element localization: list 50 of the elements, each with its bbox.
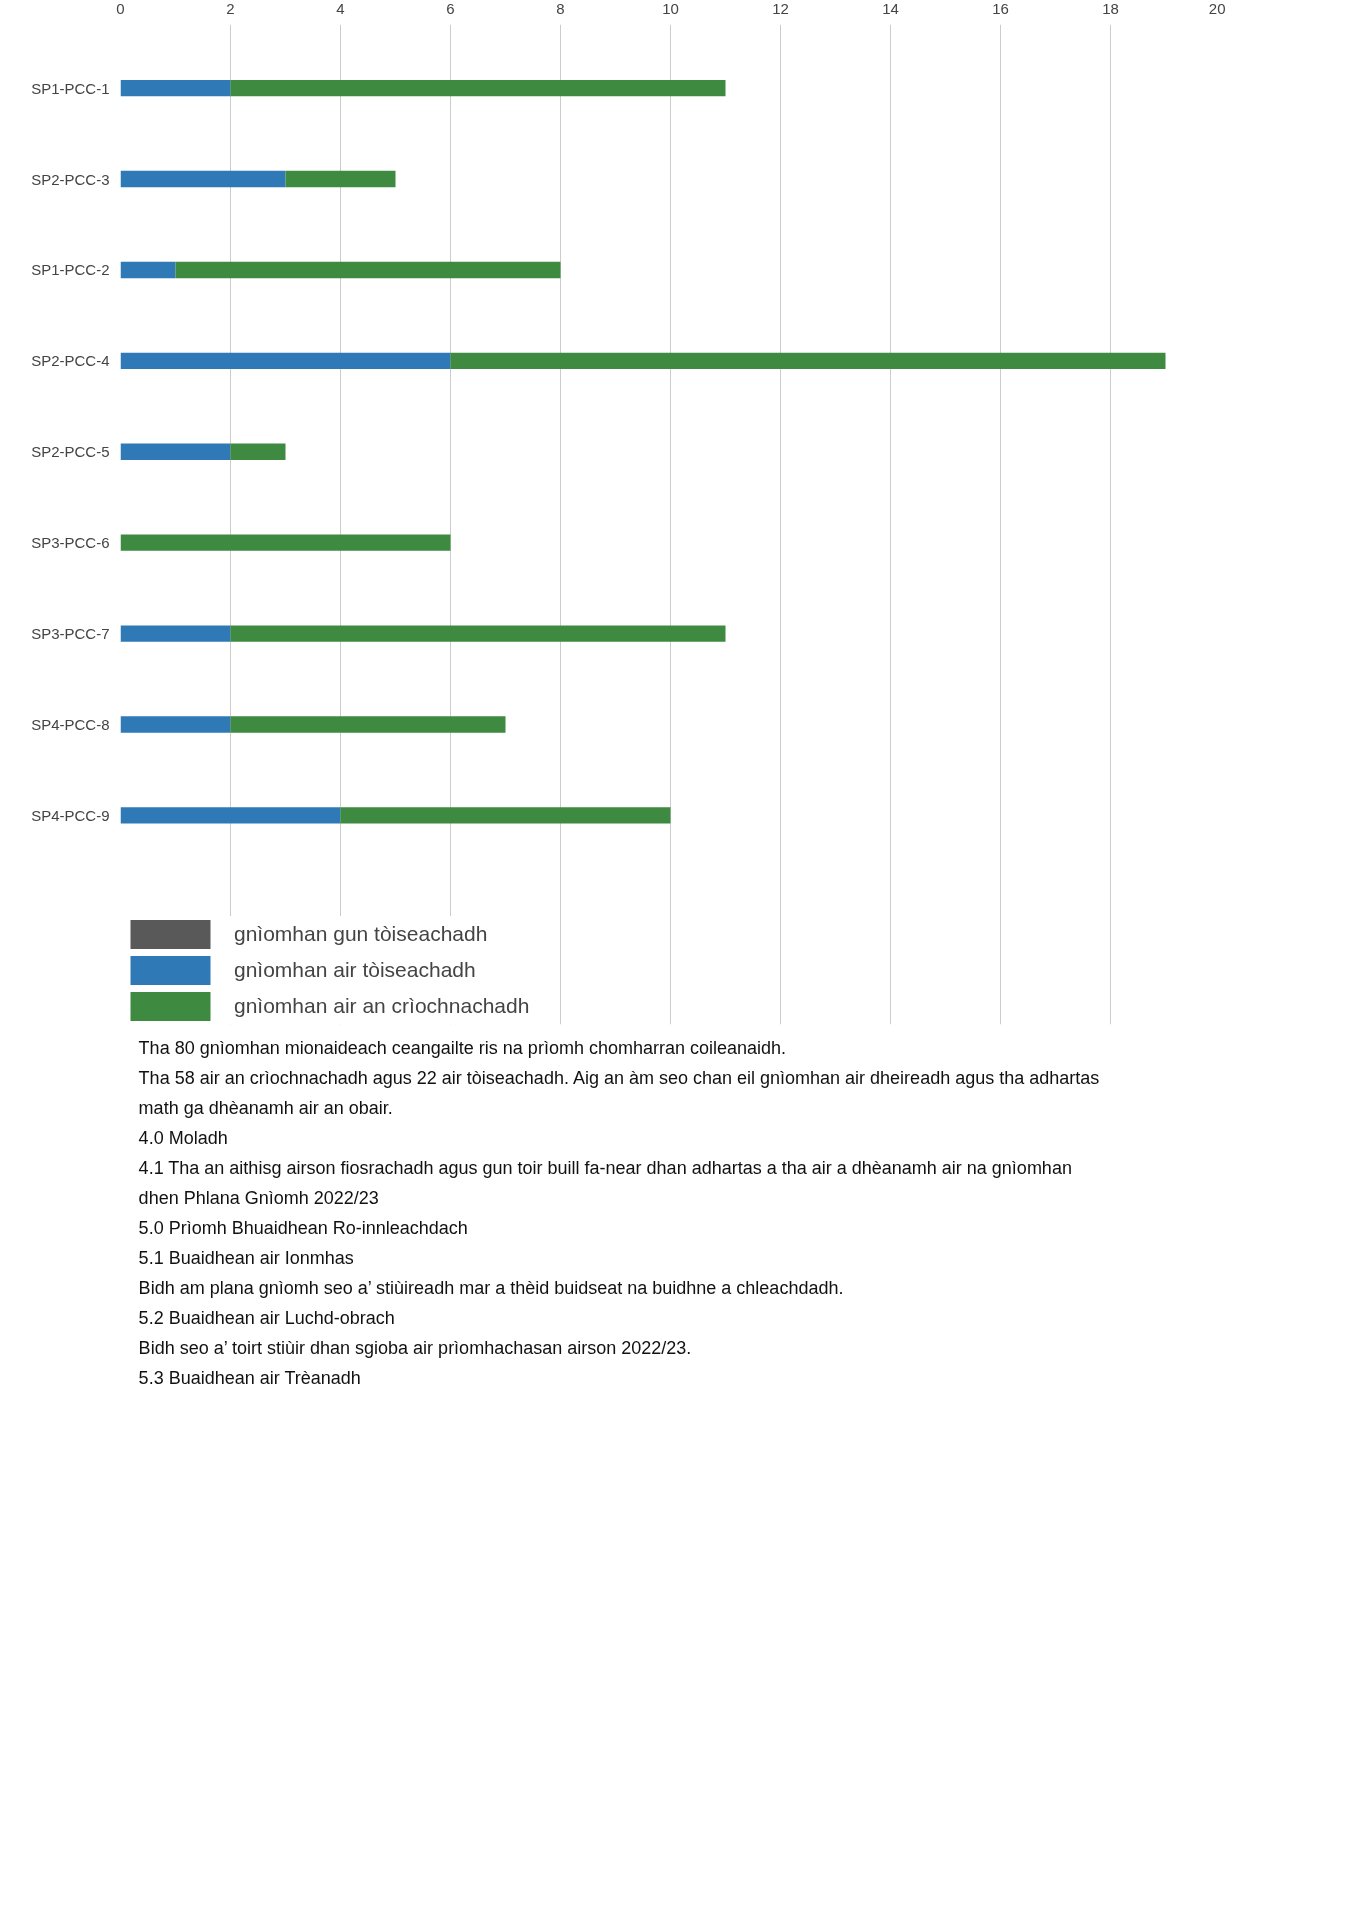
text: 5.2 Buaidhean air Luchd-obrach [138, 1307, 395, 1328]
text: 5.0 Prìomh Bhuaidhean Ro-innleachdach [138, 1217, 468, 1238]
bar [175, 261, 561, 279]
y-tick-label: SP2-PCC-5 [31, 443, 110, 461]
bar [120, 443, 231, 460]
bar [285, 170, 396, 188]
text: Bidh seo a’ toirt stiùir dhan sgioba air prìomhachasan airson 2022/23. [138, 1337, 692, 1358]
x-tick-label: 20 [1208, 0, 1226, 17]
y-tick-label: SP4-PCC-9 [31, 806, 110, 824]
bar [340, 807, 671, 824]
bar [120, 807, 341, 824]
bar [120, 352, 451, 370]
x-tick-label: 18 [1102, 0, 1119, 17]
bar [230, 443, 286, 460]
bar [120, 261, 176, 279]
x-tick-label: 10 [662, 0, 679, 17]
x-tick-label: 14 [882, 0, 899, 17]
bar [120, 79, 231, 97]
text: Tha 80 gnìomhan mionaideach ceangailte ris na prìomh chomharran coileanaidh. [138, 1037, 787, 1058]
x-tick-label: 2 [226, 0, 235, 17]
x-tick-label: 4 [336, 0, 345, 17]
y-tick-label: SP1-PCC-1 [31, 79, 110, 97]
bar [120, 170, 286, 188]
y-tick-label: SP2-PCC-3 [31, 170, 110, 188]
y-tick-label: SP4-PCC-8 [31, 716, 110, 733]
text: 5.3 Buaidhean air Trèanadh [138, 1367, 361, 1388]
text: Bidh am plana gnìomh seo a’ stiùireadh mar a thèid buidseat na buidhne a chleachdadh. [138, 1277, 844, 1298]
bar [230, 625, 726, 642]
bar [450, 352, 1166, 370]
y-tick-label: SP3-PCC-6 [31, 534, 110, 552]
y-tick-label: SP2-PCC-4 [31, 352, 110, 370]
x-tick-label: 0 [116, 0, 125, 17]
bar [120, 534, 451, 551]
bar [230, 716, 506, 733]
legend-label: gnìomhan air tòiseachadh [234, 958, 476, 982]
x-tick-label: 16 [992, 0, 1009, 17]
y-tick-label: SP1-PCC-2 [31, 261, 110, 279]
legend-label: gnìomhan air an crìochnachadh [234, 994, 530, 1018]
bar [120, 625, 231, 642]
bar [120, 716, 231, 733]
text: Tha 58 air an crìochnachadh agus 22 air tòiseachadh. Aig an àm seo chan eil gnìomhan air dheireadh agus tha adhartas math ga dhèanamh air an obair. [138, 1067, 1100, 1118]
x-tick-label: 6 [446, 0, 455, 17]
bar [230, 79, 726, 97]
x-tick-label: 12 [772, 0, 789, 17]
text: 4.0 Moladh [138, 1127, 228, 1148]
text: 4.1 Tha an aithisg airson fiosrachadh agus gun toir buill fa-near dhan adhartas a tha air a dhèanamh air na gnìomhan dhen Phlana Gnìomh 2022/23 [138, 1157, 1072, 1208]
text: 5.1 Buaidhean air Ionmhas [138, 1247, 354, 1268]
y-tick-label: SP3-PCC-7 [31, 625, 110, 643]
legend-label: gnìomhan gun tòiseachadh [234, 922, 488, 946]
x-tick-label: 8 [556, 0, 565, 17]
